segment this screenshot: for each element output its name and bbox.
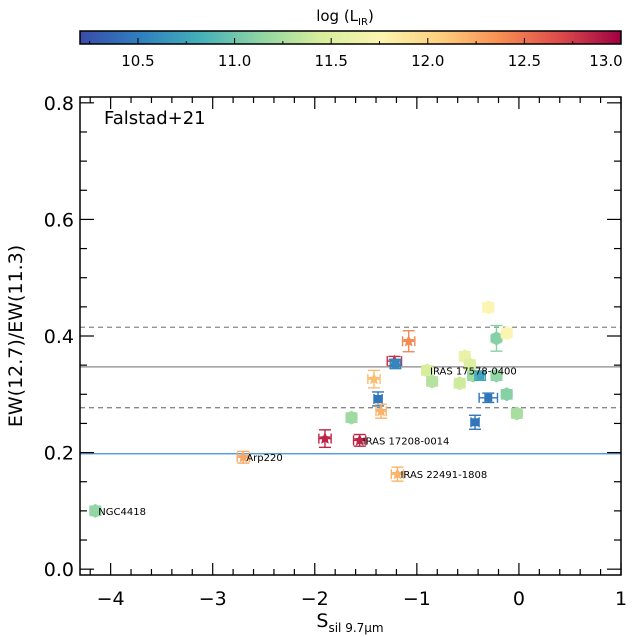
point-label: IRAS 17578-0400 xyxy=(430,366,517,377)
colorbar-tick-label: 12.5 xyxy=(508,52,541,70)
hexagon-marker xyxy=(500,387,513,402)
point-label: IRAS 17208-0014 xyxy=(363,436,450,447)
data-point xyxy=(389,358,402,370)
panel-annotation: Falstad+21 xyxy=(104,108,206,129)
x-axis-label: Ssil 9.7μm xyxy=(316,610,383,635)
data-point xyxy=(510,406,523,421)
hexagon-marker xyxy=(345,410,358,425)
y-tick-label: 0.2 xyxy=(44,443,74,465)
data-point xyxy=(500,387,513,402)
point-label: NGC4418 xyxy=(98,507,146,518)
hexagon-marker xyxy=(420,363,434,378)
x-tick-label: −2 xyxy=(301,588,329,610)
data-point xyxy=(352,433,367,447)
plot-frame xyxy=(79,96,622,576)
colorbar-label-sub: IR xyxy=(358,17,368,28)
star-marker xyxy=(367,372,381,385)
star-marker xyxy=(374,404,388,417)
data-point xyxy=(463,357,476,372)
colorbar-label: log (LIR) xyxy=(316,7,374,28)
hexagon-marker xyxy=(463,357,476,372)
hexagon-marker xyxy=(490,331,503,346)
data-point xyxy=(466,368,480,383)
colorbar-ticks: 10.5 11.0 11.5 12.0 12.5 13.0 xyxy=(89,38,623,70)
x-axis-label-main: S xyxy=(316,610,328,632)
data-point xyxy=(426,374,439,389)
star-marker xyxy=(402,334,415,347)
star-marker xyxy=(353,433,366,446)
colorbar-tick-label: 11.0 xyxy=(218,52,251,70)
hexagon-marker xyxy=(500,326,513,341)
hexagon-marker xyxy=(426,374,439,389)
data-point xyxy=(482,300,495,315)
x-tick-label: −1 xyxy=(403,588,431,610)
star-marker xyxy=(237,450,250,463)
reference-lines xyxy=(80,326,621,455)
point-annotations: NGC4418 Arp220 IRAS 17208-0014 IRAS 22491-1… xyxy=(98,366,516,517)
square-marker xyxy=(374,394,383,403)
colorbar-label-prefix: log (L xyxy=(316,7,358,25)
hexagon-marker xyxy=(453,376,466,391)
x-tick-label: 1 xyxy=(615,588,627,610)
x-tick-label: −3 xyxy=(199,588,227,610)
data-point xyxy=(345,410,358,425)
colorbar xyxy=(79,30,622,45)
y-axis-label: EW(12.7)/EW(11.3) xyxy=(5,245,27,427)
hexagon-marker xyxy=(89,503,102,518)
y-tick-label: 0.6 xyxy=(44,209,74,231)
square-marker xyxy=(471,418,480,427)
square-marker xyxy=(476,371,485,380)
square-marker xyxy=(484,393,493,402)
data-point xyxy=(490,324,503,352)
x-axis-label-sub: sil 9.7μm xyxy=(328,621,383,635)
star-marker xyxy=(391,467,404,480)
axis-ticks: −4 −3 −2 −1 0 1 0.0 0.2 0.4 0.6 0.8 xyxy=(44,93,627,610)
hexagon-marker xyxy=(510,406,523,421)
data-point xyxy=(390,466,405,482)
colorbar-tick-label: 10.5 xyxy=(121,52,154,70)
data-point xyxy=(401,330,416,353)
data-points xyxy=(89,300,523,518)
data-point xyxy=(469,414,482,430)
data-point xyxy=(474,370,487,382)
point-label: IRAS 22491-1808 xyxy=(400,470,487,481)
colorbar-tick-label: 12.0 xyxy=(411,52,444,70)
hexagon-marker xyxy=(466,368,480,383)
data-point xyxy=(500,326,513,341)
y-tick-label: 0.4 xyxy=(44,326,74,348)
colorbar-label-suffix: ) xyxy=(368,7,374,25)
x-tick-label: 0 xyxy=(513,588,525,610)
y-tick-label: 0.8 xyxy=(44,93,74,115)
data-point xyxy=(89,503,102,518)
point-label: Arp220 xyxy=(246,453,282,464)
data-point xyxy=(367,369,381,389)
hexagon-marker xyxy=(490,368,503,383)
y-tick-label: 0.0 xyxy=(44,559,74,581)
x-tick-label: −4 xyxy=(97,588,125,610)
data-point xyxy=(318,429,332,449)
colorbar-tick-label: 11.5 xyxy=(314,52,347,70)
square-marker xyxy=(391,359,400,368)
colorbar-tick-label: 13.0 xyxy=(589,52,622,70)
data-point xyxy=(453,376,466,391)
hexagon-marker xyxy=(482,300,495,315)
data-point xyxy=(236,450,251,464)
data-point xyxy=(478,392,499,404)
data-point xyxy=(374,403,388,419)
data-point xyxy=(420,363,434,378)
data-point xyxy=(490,368,503,383)
star-marker xyxy=(318,432,332,444)
